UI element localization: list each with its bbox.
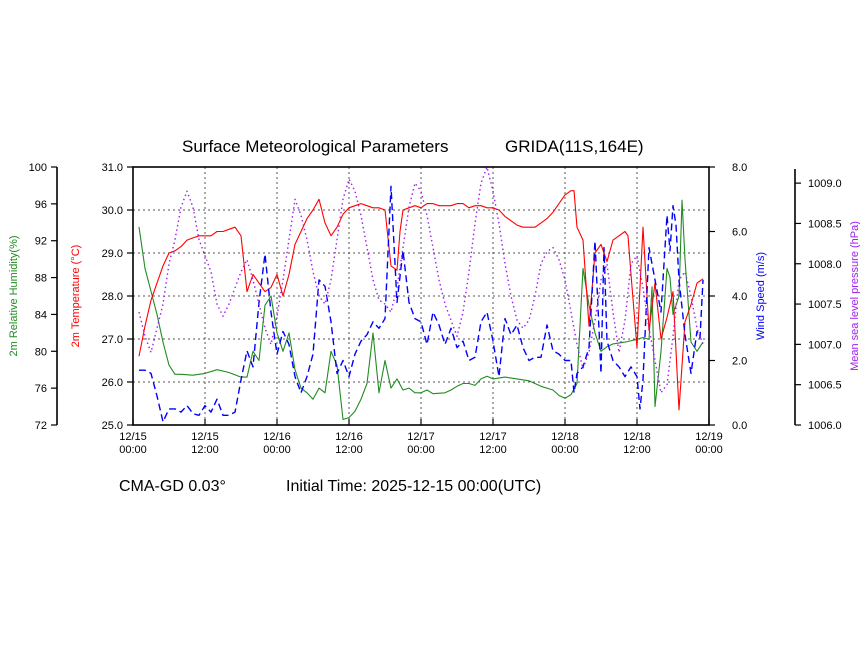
x-tick-label-time: 00:00 [551,444,579,456]
wind-tick-label: 2.0 [732,356,747,368]
chart-title: Surface Meteorological Parameters [182,137,448,156]
humidity-tick-label: 80 [35,346,47,358]
wind-tick-label: 0.0 [732,420,747,432]
temperature-tick-label: 25.0 [102,420,123,432]
x-tick-label-date: 12/16 [335,431,363,443]
x-tick-label-time: 00:00 [119,444,147,456]
x-tick-label-date: 12/18 [623,431,651,443]
humidity-tick-label: 88 [35,273,47,285]
series-layer [138,166,704,423]
temperature-tick-label: 27.0 [102,334,123,346]
humidity-tick-label: 100 [29,162,47,174]
grid-lines [133,167,709,425]
x-tick-label-date: 12/19 [695,431,723,443]
wind-tick-label: 4.0 [732,291,747,303]
pressure-tick-label: 1009.0 [808,178,842,190]
model-label: CMA-GD 0.03° [119,478,226,495]
wind-axis-label: Wind Speed (m/s) [755,252,767,340]
x-tick-label-time: 00:00 [407,444,435,456]
humidity-tick-label: 84 [35,309,47,321]
temperature-tick-label: 31.0 [102,162,123,174]
x-tick-label-date: 12/15 [191,431,219,443]
wind-series-line [139,185,704,423]
humidity-tick-label: 96 [35,199,47,211]
x-tick-label-time: 12:00 [623,444,651,456]
pressure-tick-label: 1006.0 [808,420,842,432]
pressure-tick-label: 1006.5 [808,380,842,392]
humidity-tick-label: 72 [35,420,47,432]
temperature-tick-label: 26.0 [102,377,123,389]
initial-time-label: Initial Time: 2025-12-15 00:00(UTC) [286,478,541,495]
temperature-tick-label: 30.0 [102,205,123,217]
x-tick-label-date: 12/17 [407,431,435,443]
humidity-axis-label: 2m Relative Humidity(%) [8,235,20,356]
x-tick-label-time: 00:00 [263,444,291,456]
pressure-tick-label: 1007.5 [808,299,842,311]
humidity-tick-label: 76 [35,383,47,395]
x-tick-label-time: 12:00 [479,444,507,456]
x-tick-label-date: 12/17 [479,431,507,443]
temperature-axis-label: 2m Temperature (°C) [70,245,82,348]
pressure-tick-label: 1007.0 [808,339,842,351]
pressure-axis-label: Mean sea level pressure (hPa) [849,221,860,371]
x-tick-label-time: 00:00 [695,444,723,456]
humidity-tick-label: 92 [35,236,47,248]
pressure-tick-label: 1008.0 [808,259,842,271]
temperature-tick-label: 28.0 [102,291,123,303]
chart-subtitle: GRIDA(11S,164E) [505,137,644,156]
x-tick-label-date: 12/16 [263,431,291,443]
x-tick-label-time: 12:00 [191,444,219,456]
wind-tick-label: 8.0 [732,162,747,174]
wind-tick-label: 6.0 [732,227,747,239]
x-tick-label-time: 12:00 [335,444,363,456]
x-tick-label-date: 12/18 [551,431,579,443]
x-tick-label-date: 12/15 [119,431,147,443]
pressure-tick-label: 1008.5 [808,218,842,230]
axis-ticks: 72 76 80 84 88 92 96 100 25.0 26.0 27.0 28.0 29.0 30.… [29,162,842,456]
temperature-tick-label: 29.0 [102,248,123,260]
